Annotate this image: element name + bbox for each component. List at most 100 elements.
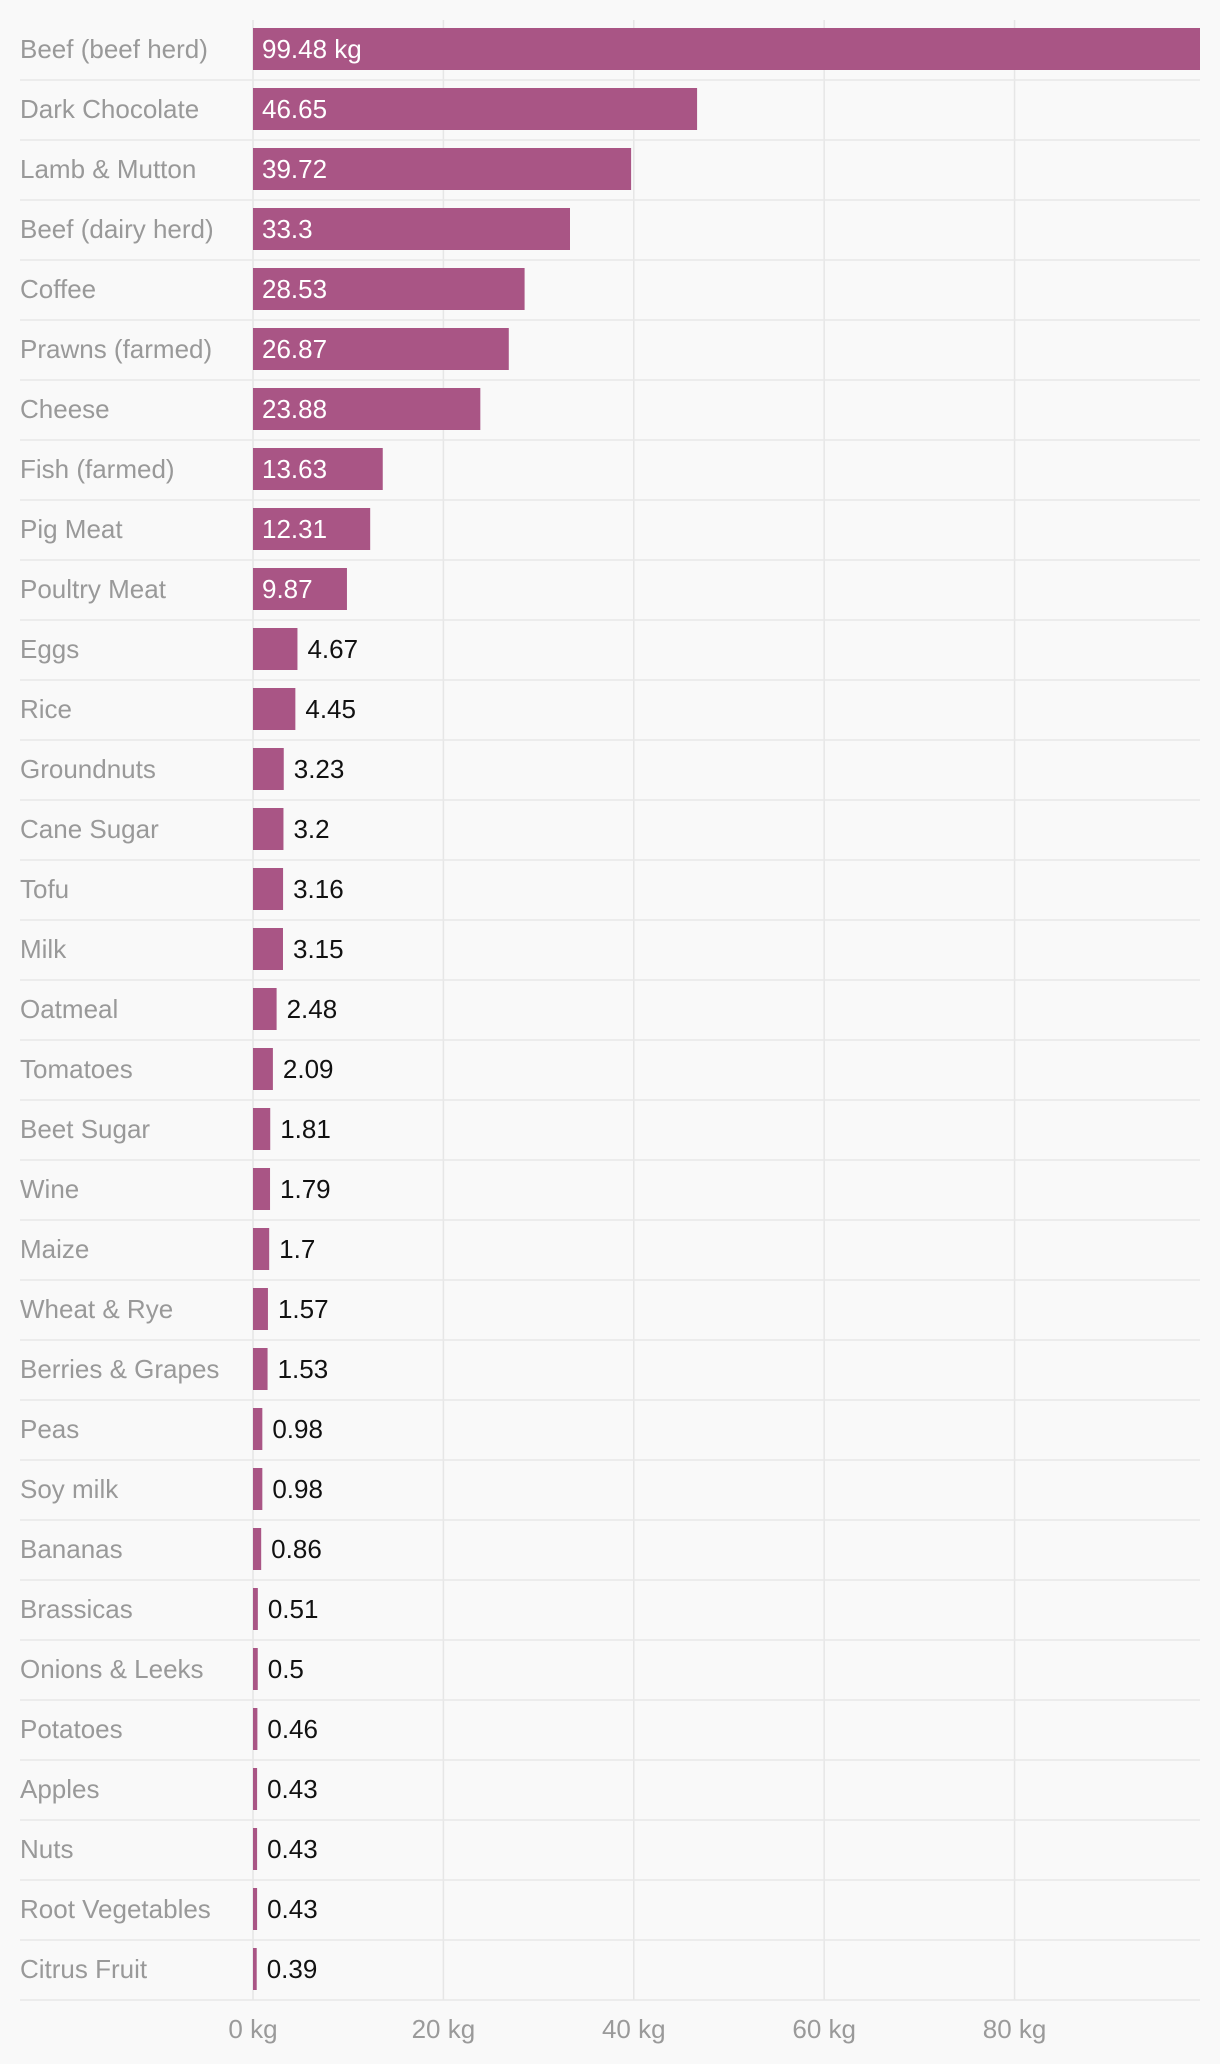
category-label: Beef (beef herd) [20, 34, 208, 64]
value-label: 1.57 [278, 1294, 329, 1324]
x-tick-label: 0 kg [228, 2014, 277, 2044]
bar [253, 1288, 268, 1330]
bar [253, 28, 1200, 70]
category-label: Eggs [20, 634, 79, 664]
bar [253, 1948, 257, 1990]
x-tick-label: 80 kg [983, 2014, 1047, 2044]
value-label: 3.16 [293, 874, 344, 904]
category-label: Soy milk [20, 1474, 119, 1504]
bar [253, 1168, 271, 1210]
category-label: Cane Sugar [20, 814, 159, 844]
value-label: 3.23 [294, 754, 345, 784]
value-label: 0.43 [267, 1834, 318, 1864]
category-label: Fish (farmed) [20, 454, 175, 484]
value-label: 1.53 [278, 1354, 329, 1384]
category-label: Berries & Grapes [20, 1354, 219, 1384]
value-label: 4.67 [307, 634, 358, 664]
value-label: 23.88 [262, 394, 327, 424]
bar [253, 1408, 263, 1450]
category-label: Wine [20, 1174, 79, 1204]
category-label: Pig Meat [20, 514, 123, 544]
value-label: 2.09 [283, 1054, 334, 1084]
bar [253, 748, 284, 790]
bar [253, 988, 277, 1030]
bar [253, 1648, 258, 1690]
bar [253, 1528, 262, 1570]
value-label: 0.98 [272, 1414, 323, 1444]
category-label: Peas [20, 1414, 79, 1444]
category-label: Potatoes [20, 1714, 123, 1744]
category-label: Apples [20, 1774, 100, 1804]
row-separators [20, 79, 1200, 2001]
bar [253, 508, 371, 550]
bar [253, 868, 284, 910]
x-tick-label: 60 kg [792, 2014, 856, 2044]
value-label: 1.81 [280, 1114, 331, 1144]
category-label: Tomatoes [20, 1054, 133, 1084]
category-label: Milk [20, 934, 67, 964]
category-label: Beef (dairy herd) [20, 214, 214, 244]
bar [253, 148, 632, 190]
value-label: 12.31 [262, 514, 327, 544]
x-tick-label: 20 kg [412, 2014, 476, 2044]
bar [253, 1708, 258, 1750]
bar [253, 1888, 258, 1930]
value-labels: 99.48 kg 46.65 39.72 33.3 28.53 26.87 23.88 13.… [262, 34, 362, 1984]
value-label: 0.5 [268, 1654, 304, 1684]
value-label: 99.48 kg [262, 34, 362, 64]
category-label: Lamb & Mutton [20, 154, 196, 184]
value-label: 1.7 [279, 1234, 315, 1264]
bar [253, 688, 296, 730]
value-label: 0.43 [267, 1894, 318, 1924]
value-label: 26.87 [262, 334, 327, 364]
value-label: 46.65 [262, 94, 327, 124]
category-label: Oatmeal [20, 994, 118, 1024]
category-label: Citrus Fruit [20, 1954, 148, 1984]
value-label: 39.72 [262, 154, 327, 184]
value-label: 28.53 [262, 274, 327, 304]
bars [253, 28, 1200, 1990]
value-label: 33.3 [262, 214, 313, 244]
bar [253, 628, 298, 670]
category-label: Rice [20, 694, 72, 724]
value-label: 0.86 [271, 1534, 322, 1564]
bar [253, 1228, 270, 1270]
x-tick-label: 40 kg [602, 2014, 666, 2044]
bar [253, 928, 283, 970]
category-label: Dark Chocolate [20, 94, 199, 124]
x-axis-ticks: 0 kg 20 kg 40 kg 60 kg 80 kg [228, 2014, 1046, 2044]
value-label: 0.51 [268, 1594, 319, 1624]
bar [253, 1108, 271, 1150]
value-label: 0.46 [267, 1714, 318, 1744]
category-label: Groundnuts [20, 754, 156, 784]
value-label: 0.39 [267, 1954, 318, 1984]
category-label: Maize [20, 1234, 89, 1264]
category-label: Nuts [20, 1834, 73, 1864]
value-label: 0.43 [267, 1774, 318, 1804]
category-label: Root Vegetables [20, 1894, 211, 1924]
category-label: Cheese [20, 394, 110, 424]
bar [253, 268, 525, 310]
bar [253, 1588, 258, 1630]
category-label: Onions & Leeks [20, 1654, 204, 1684]
value-label: 3.15 [293, 934, 344, 964]
value-label: 3.2 [293, 814, 329, 844]
bar [253, 208, 570, 250]
gridlines [252, 20, 1016, 2000]
category-label: Coffee [20, 274, 96, 304]
bar [253, 448, 383, 490]
category-labels: Beef (beef herd) Dark Chocolate Lamb & Mut… [20, 34, 219, 1984]
bar [253, 1348, 268, 1390]
value-label: 0.98 [272, 1474, 323, 1504]
category-label: Brassicas [20, 1594, 133, 1624]
value-label: 13.63 [262, 454, 327, 484]
value-label: 2.48 [287, 994, 338, 1024]
category-label: Wheat & Rye [20, 1294, 173, 1324]
bar [253, 1768, 258, 1810]
bar [253, 1468, 263, 1510]
category-label: Bananas [20, 1534, 123, 1564]
bar [253, 328, 509, 370]
bar [253, 568, 347, 610]
value-label: 1.79 [280, 1174, 331, 1204]
